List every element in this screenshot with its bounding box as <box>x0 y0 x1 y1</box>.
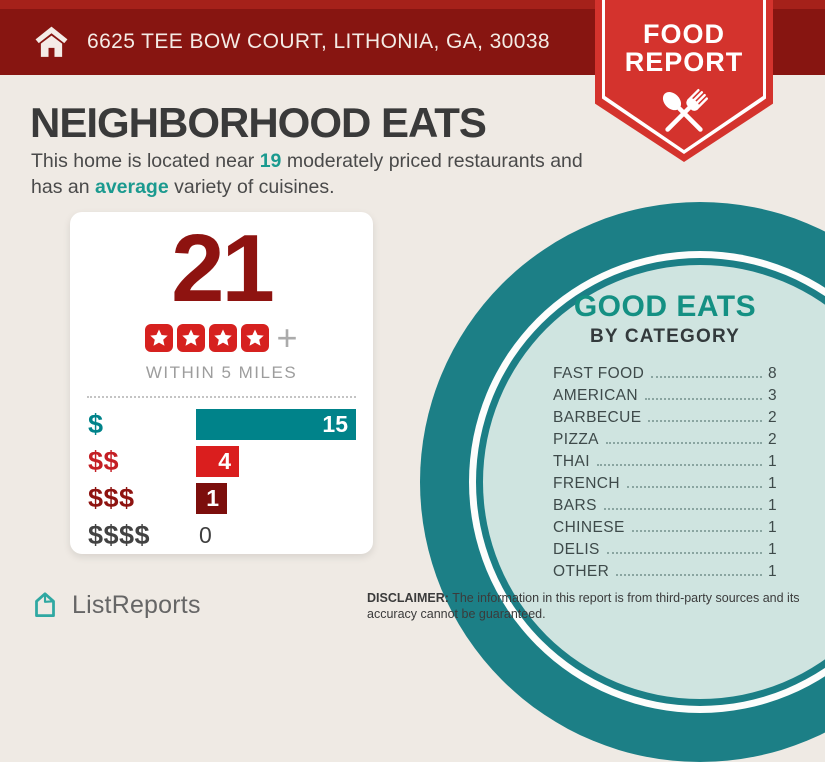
dotted-leader <box>616 573 762 576</box>
category-circle-fill <box>483 265 825 699</box>
category-row: FRENCH 1 <box>553 475 777 497</box>
dotted-leader <box>603 507 762 510</box>
category-row: BARS 1 <box>553 497 777 519</box>
dotted-leader <box>648 419 762 422</box>
category-row: AMERICAN 3 <box>553 387 777 409</box>
category-row: CHINESE 1 <box>553 519 777 541</box>
price-tier-label: $$$ <box>88 482 135 513</box>
category-row: OTHER 1 <box>553 563 777 585</box>
star-icon <box>145 323 174 352</box>
radius-caption: WITHIN 5 MILES <box>145 362 298 382</box>
listreports-logo: ListReports <box>28 588 201 622</box>
price-tier-bar: 4 <box>196 445 239 477</box>
category-value: 2 <box>767 430 777 448</box>
category-row: THAI 1 <box>553 453 777 475</box>
badge-title-line2: REPORT <box>624 47 744 78</box>
category-label: FRENCH <box>553 474 620 492</box>
price-tier-row: $$ 4 <box>88 445 373 477</box>
category-value: 1 <box>767 452 777 470</box>
price-tier-bar: 1 <box>196 482 227 514</box>
good-eats-panel: GOOD EATS BY CATEGORY FAST FOOD 8 AMERIC… <box>553 291 777 585</box>
price-tier-row: $$$$ 0 <box>88 520 373 551</box>
category-value: 1 <box>767 540 777 558</box>
dotted-leader <box>605 441 762 444</box>
dotted-leader <box>596 463 762 466</box>
badge-title-line1: FOOD <box>643 19 725 49</box>
dotted-leader <box>606 551 762 554</box>
category-value: 2 <box>767 408 777 426</box>
plus-icon: + <box>276 316 298 358</box>
price-tier-label: $$$$ <box>88 519 151 550</box>
rating-row: + <box>70 316 373 358</box>
dotted-leader <box>626 485 762 488</box>
price-bar-chart: $ 15 $$ 4 $$$ 1 $$$$ 0 <box>70 408 373 551</box>
restaurant-stats-card: 21 + WITHIN 5 MILES $ 15 $$ 4 $$$ 1 $$$$ <box>70 212 373 554</box>
price-tier-row: $$$ 1 <box>88 482 373 514</box>
dotted-leader <box>631 529 762 532</box>
star-icon <box>177 323 206 352</box>
category-label: BARS <box>553 496 597 514</box>
star-icon <box>209 323 238 352</box>
category-value: 1 <box>767 496 777 514</box>
category-row: DELIS 1 <box>553 541 777 563</box>
price-tier-label: $$ <box>88 445 120 476</box>
category-value: 1 <box>767 518 777 536</box>
summary-text: This home is located near 19 moderately … <box>31 149 603 200</box>
category-label: FAST FOOD <box>553 364 645 382</box>
listreports-house-icon <box>35 592 55 618</box>
price-tier-zero-value: 0 <box>199 521 212 548</box>
disclaimer-text: DISCLAIMER: The information in this repo… <box>367 590 825 622</box>
category-row: BARBECUE 2 <box>553 409 777 431</box>
category-label: OTHER <box>553 562 610 580</box>
category-label: THAI <box>553 452 590 470</box>
dotted-separator <box>87 395 356 398</box>
category-row: PIZZA 2 <box>553 431 777 453</box>
disclaimer-body: The information in this report is from t… <box>367 591 800 621</box>
category-label: BARBECUE <box>553 408 642 426</box>
crossed-spoon-fork-icon <box>662 88 709 132</box>
category-row: FAST FOOD 8 <box>553 365 777 387</box>
category-value: 1 <box>767 562 777 580</box>
rating-stars <box>145 323 270 352</box>
category-value: 3 <box>767 386 777 404</box>
food-report-badge: FOOD REPORT <box>595 0 773 162</box>
dotted-leader <box>645 397 762 400</box>
total-restaurants-number: 21 <box>171 215 275 322</box>
property-address: 6625 TEE BOW COURT, LITHONIA, GA, 30038 <box>87 30 550 53</box>
restaurant-count: 19 <box>259 150 282 172</box>
summary-part2: moderately priced restaurants and has an <box>31 150 583 198</box>
category-label: DELIS <box>553 540 600 558</box>
summary-part1: This home is located near <box>31 150 260 172</box>
category-label: AMERICAN <box>553 386 639 404</box>
category-label: CHINESE <box>553 518 625 536</box>
summary-part3: variety of cuisines. <box>168 175 335 198</box>
category-value: 1 <box>767 474 777 492</box>
good-eats-title: GOOD EATS <box>573 290 757 323</box>
page-title: NEIGHBORHOOD EATS <box>30 99 487 146</box>
good-eats-header: GOOD EATS BY CATEGORY <box>520 291 810 348</box>
badge-content: FOOD REPORT <box>595 0 773 162</box>
home-icon <box>35 26 68 57</box>
category-list: FAST FOOD 8 AMERICAN 3 BARBECUE 2 PIZZA … <box>553 365 777 585</box>
dotted-leader <box>651 375 762 378</box>
category-value: 8 <box>767 364 777 382</box>
listreports-wordmark: ListReports <box>72 590 201 619</box>
good-eats-subtitle: BY CATEGORY <box>589 325 741 347</box>
price-tier-label: $ <box>88 408 104 439</box>
banner-top-stripe <box>0 0 825 9</box>
price-tier-row: $ 15 <box>88 408 373 440</box>
star-icon <box>241 323 270 352</box>
category-label: PIZZA <box>553 430 599 448</box>
price-tier-bar: 15 <box>196 408 356 440</box>
disclaimer-label: DISCLAIMER: <box>367 591 449 605</box>
variety-highlight: average <box>94 175 169 198</box>
